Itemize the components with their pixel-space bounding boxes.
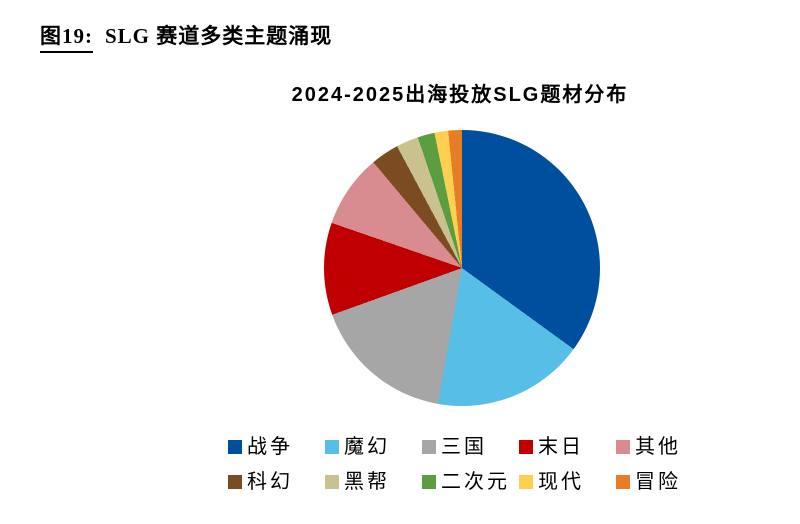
legend-item-战争: 战争: [228, 436, 325, 458]
legend-swatch: [228, 440, 242, 454]
legend-label: 现代: [538, 471, 584, 493]
legend-label: 三国: [441, 436, 487, 458]
legend-label: 其他: [635, 436, 681, 458]
legend-item-魔幻: 魔幻: [325, 436, 422, 458]
legend-item-科幻: 科幻: [228, 471, 325, 493]
legend-swatch: [422, 440, 436, 454]
figure-caption-title: SLG 赛道多类主题涌现: [105, 24, 333, 48]
figure-caption: 图19: SLG 赛道多类主题涌现: [40, 20, 333, 53]
chart-title: 2024-2025出海投放SLG题材分布: [291, 84, 629, 106]
legend-label: 科幻: [247, 471, 293, 493]
chart-legend: 战争 魔幻 三国 末日 其他科幻 黑帮 二次元 现代 冒险: [228, 436, 713, 493]
pie-chart: [324, 130, 600, 406]
legend-label: 冒险: [635, 471, 681, 493]
legend-item-黑帮: 黑帮: [325, 471, 422, 493]
legend-swatch: [519, 475, 533, 489]
legend-item-冒险: 冒险: [616, 471, 713, 493]
legend-swatch: [616, 475, 630, 489]
figure-caption-number: 图19:: [40, 24, 93, 53]
legend-item-三国: 三国: [422, 436, 519, 458]
legend-swatch: [519, 440, 533, 454]
legend-label: 末日: [538, 436, 584, 458]
legend-swatch: [616, 440, 630, 454]
legend-item-现代: 现代: [519, 471, 616, 493]
legend-item-末日: 末日: [519, 436, 616, 458]
legend-item-二次元: 二次元: [422, 471, 519, 493]
legend-label: 二次元: [441, 471, 510, 493]
legend-swatch: [422, 475, 436, 489]
legend-swatch: [325, 440, 339, 454]
legend-label: 黑帮: [344, 471, 390, 493]
legend-label: 魔幻: [344, 436, 390, 458]
legend-label: 战争: [247, 436, 293, 458]
legend-item-其他: 其他: [616, 436, 713, 458]
legend-swatch: [325, 475, 339, 489]
legend-swatch: [228, 475, 242, 489]
